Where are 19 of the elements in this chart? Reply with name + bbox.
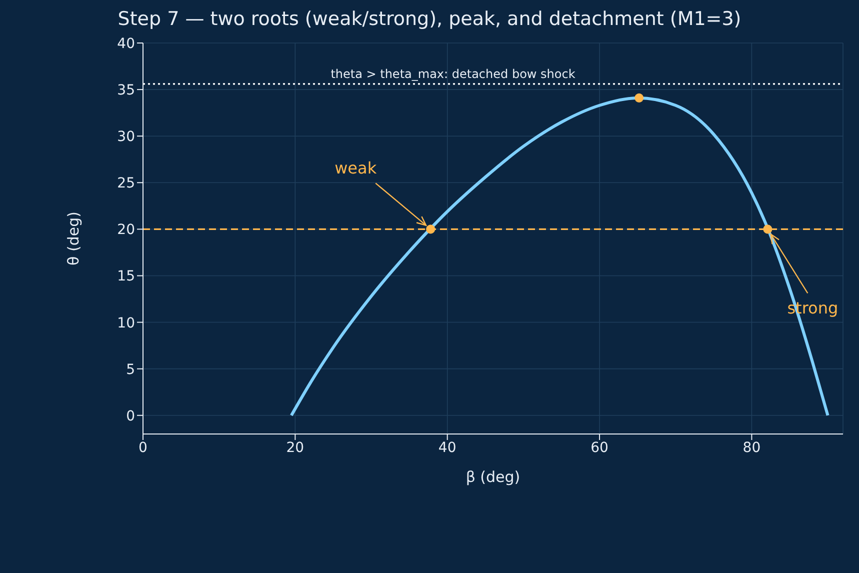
- y-tick-label: 25: [117, 176, 135, 192]
- x-tick-label: 0: [138, 440, 148, 456]
- x-tick-label: 40: [438, 440, 456, 456]
- y-tick-label: 40: [117, 36, 135, 52]
- y-tick-label: 15: [117, 268, 135, 285]
- y-tick-label: 0: [126, 408, 135, 424]
- y-tick-label: 5: [126, 362, 135, 378]
- x-tick-label: 60: [590, 440, 608, 456]
- annotation: weak: [334, 158, 378, 178]
- y-tick-label: 20: [117, 222, 135, 238]
- y-tick-label: 10: [117, 315, 135, 332]
- ref-line-label: theta > theta_max: detached bow shock: [330, 66, 576, 81]
- y-axis-title: θ (deg): [64, 212, 82, 266]
- chart-title: Step 7 — two roots (weak/strong), peak, and detachment (M1=3): [116, 8, 742, 30]
- y-tick-label: 30: [117, 129, 135, 146]
- x-tick-label: 80: [742, 440, 761, 456]
- x-tick-label: 20: [286, 440, 304, 456]
- x-axis-title: β (deg): [466, 468, 520, 486]
- y-tick-label: 35: [117, 82, 135, 99]
